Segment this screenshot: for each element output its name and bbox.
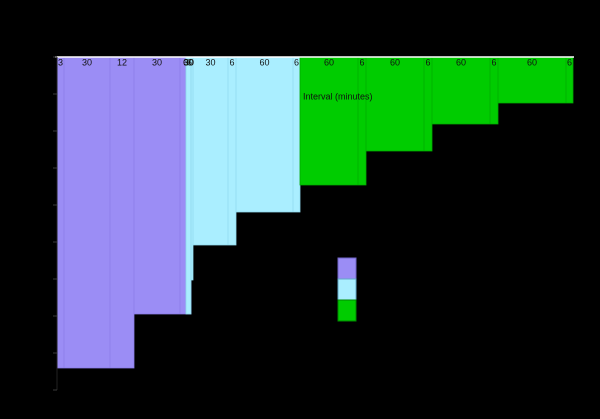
- segment-value-label: 6: [567, 57, 572, 67]
- segment-value-label: 60: [259, 57, 269, 67]
- y-axis-ticks: [53, 56, 57, 391]
- segment-value-label: 30: [183, 57, 193, 67]
- segment-value-label: 60: [324, 57, 334, 67]
- segment-value-label: 60: [456, 57, 466, 67]
- segment-value-label: 30: [184, 57, 194, 67]
- segment-value-label: 60: [527, 57, 537, 67]
- segment-value-label: 12: [117, 57, 127, 67]
- segment-value-label: 6: [183, 57, 188, 67]
- segment-value-label: 6: [359, 57, 364, 67]
- segment-value-label: 3: [58, 57, 63, 67]
- x-axis-annotation: Interval (minutes): [303, 91, 373, 101]
- chart-legend: [337, 257, 357, 322]
- segment-value-label: 30: [205, 57, 215, 67]
- legend-swatch-2: [337, 278, 357, 301]
- segment-value-label: 6: [425, 57, 430, 67]
- segment-value-label: 6: [294, 57, 299, 67]
- plot-top-border: [55, 56, 574, 390]
- segment-value-label: 30: [152, 57, 162, 67]
- segment-value-label: 60: [390, 57, 400, 67]
- segment-value-label: 30: [82, 57, 92, 67]
- segment-value-label: 6: [229, 57, 234, 67]
- legend-swatch-1: [337, 257, 357, 280]
- chart-areas: [56, 56, 574, 369]
- segment-value-label: 6: [187, 57, 192, 67]
- legend-swatch-3: [337, 299, 357, 322]
- segment-value-label: 6: [491, 57, 496, 67]
